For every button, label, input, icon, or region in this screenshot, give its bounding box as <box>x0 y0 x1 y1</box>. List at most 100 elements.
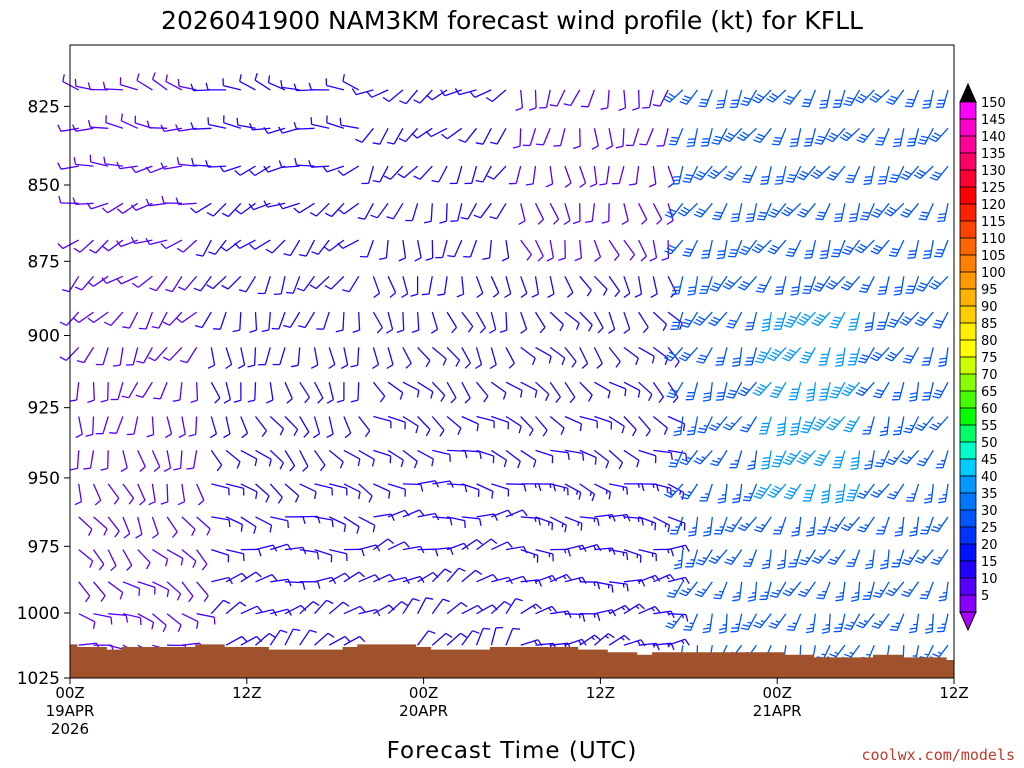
barb-full <box>938 364 946 367</box>
barb-half <box>534 483 537 488</box>
barb-staff <box>805 549 816 566</box>
barb-full <box>821 493 830 497</box>
barb-staff <box>314 599 327 615</box>
barb-full <box>173 467 181 471</box>
barb-full <box>828 135 836 140</box>
barb-staff <box>825 89 831 108</box>
barb-full <box>342 74 346 82</box>
barb-staff <box>608 415 625 427</box>
barb-staff <box>178 163 197 167</box>
barb-full <box>889 629 898 632</box>
barb-full <box>206 528 211 536</box>
barb-full <box>848 174 856 177</box>
barb-full <box>464 397 471 404</box>
barb-full <box>640 218 648 225</box>
barb-full <box>894 534 902 537</box>
barb-full <box>938 497 946 500</box>
barb-full <box>413 175 421 180</box>
barb-full <box>850 467 858 471</box>
barb-full <box>729 319 737 323</box>
barb-staff <box>343 516 360 528</box>
barb-staff <box>228 202 242 217</box>
colorbar-label: 95 <box>981 283 998 298</box>
barb-staff <box>432 449 451 456</box>
barb-staff <box>166 581 182 595</box>
barb-full <box>727 280 735 285</box>
colorbar-label: 5 <box>981 589 989 604</box>
barb-staff <box>128 311 139 329</box>
barb-full <box>545 183 553 188</box>
barb-full <box>801 208 809 213</box>
barb-full <box>680 324 689 328</box>
barb-full <box>564 182 572 188</box>
barb-full <box>909 399 917 402</box>
barb-staff <box>107 516 120 532</box>
barb-staff <box>854 347 861 365</box>
colorbar-label: 90 <box>981 300 998 315</box>
y-tick-label: 1025 <box>17 669 60 689</box>
barb-half <box>810 527 815 529</box>
barb-staff <box>564 311 580 324</box>
barb-full <box>614 290 621 298</box>
barb-staff <box>299 548 318 553</box>
barb-staff <box>417 480 436 485</box>
barb-full <box>916 463 924 467</box>
barb-staff <box>66 311 80 326</box>
barb-staff <box>107 202 124 214</box>
barb-full <box>909 534 917 537</box>
barb-full <box>679 592 687 597</box>
barb-staff <box>122 202 139 214</box>
barb-full <box>696 173 704 178</box>
barb-half <box>883 559 889 562</box>
barb-full <box>102 245 109 252</box>
barb-half <box>745 522 750 526</box>
barb-half <box>578 614 581 619</box>
barb-staff <box>638 311 649 328</box>
barb-staff <box>328 572 346 583</box>
barb-staff <box>121 120 138 129</box>
barb-staff <box>734 239 743 258</box>
barb-full <box>713 214 722 218</box>
barb-full <box>458 567 466 572</box>
barb-full <box>742 280 750 286</box>
barb-staff <box>446 567 460 583</box>
barb-staff <box>387 483 406 490</box>
barb-full <box>908 250 917 252</box>
barb-full <box>94 499 102 506</box>
barb-full <box>153 466 161 473</box>
barb-half <box>549 483 552 489</box>
barb-full <box>114 530 120 538</box>
barb-half <box>748 492 753 495</box>
barb-full <box>936 248 945 251</box>
barb-staff <box>364 202 374 220</box>
barb-full <box>836 493 844 497</box>
barb-full <box>640 255 647 262</box>
barb-staff <box>196 613 215 618</box>
colorbar-label: 20 <box>981 538 998 553</box>
barb-staff <box>152 78 168 91</box>
barb-staff <box>490 449 507 461</box>
barb-full <box>535 603 542 610</box>
barb-full <box>818 418 826 423</box>
barb-staff <box>663 128 669 146</box>
barb-full <box>401 293 409 299</box>
barb-half <box>548 576 552 581</box>
barb-full <box>907 98 915 101</box>
barb-full <box>787 625 796 628</box>
barb-full <box>440 89 446 97</box>
barb-staff <box>705 89 713 107</box>
barb-full <box>732 497 740 500</box>
barb-full <box>286 291 294 294</box>
colorbar-swatch <box>959 492 977 511</box>
barb-full <box>825 285 833 290</box>
barb-staff <box>358 544 377 551</box>
barb-full <box>371 364 379 370</box>
barb-staff <box>608 311 616 330</box>
barb-full <box>383 175 391 180</box>
barb-full <box>366 91 373 98</box>
barb-full <box>670 388 678 393</box>
barb-full <box>935 252 943 255</box>
barb-half <box>869 559 874 562</box>
barb-full <box>850 599 859 602</box>
barb-staff <box>476 538 492 551</box>
